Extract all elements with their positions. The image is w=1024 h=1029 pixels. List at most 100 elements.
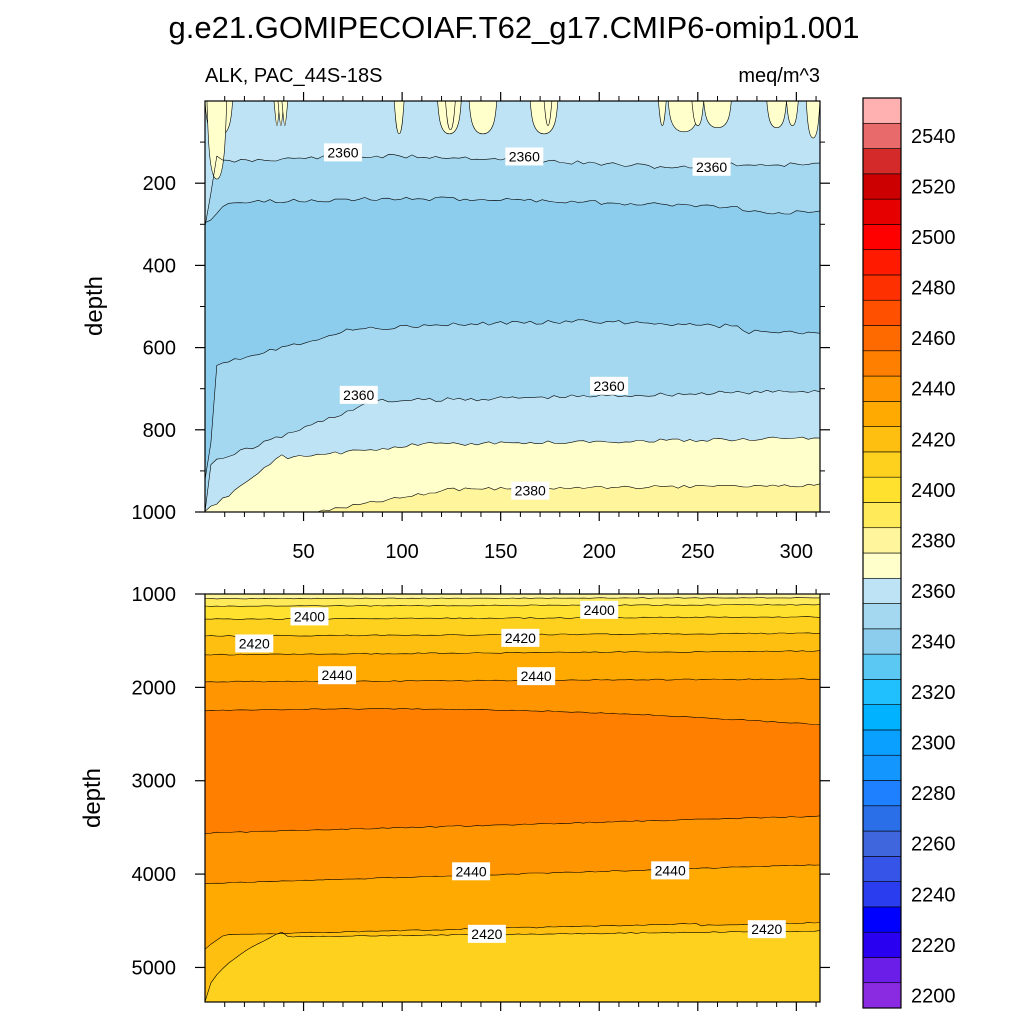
top-contour-label-text: 2360: [343, 387, 374, 403]
colorbar-label: 2340: [911, 631, 956, 653]
bottom-contour-label-text: 2420: [239, 635, 270, 651]
panel-top-subtitle-right: meq/m^3: [738, 65, 820, 87]
bottom-contour-label-text: 2400: [294, 608, 325, 624]
bottom-contour-label: 2440: [318, 666, 357, 685]
bottom-contour-label-text: 2440: [521, 668, 552, 684]
top-band-2350-lower: [205, 319, 820, 512]
top-surface-spike: [543, 100, 553, 126]
bottom-contour-label-text: 2420: [751, 921, 782, 937]
top-contour-label-bg: [511, 481, 550, 500]
top-surface-spike: [658, 100, 667, 126]
top-band-2350-upper: [205, 154, 820, 227]
colorbar-swatch: [862, 754, 902, 781]
colorbar-swatch: [862, 628, 902, 655]
bottom-contour-label-text: 2440: [321, 667, 352, 683]
figure-title: g.e21.GOMIPECOIAF.T62_g17.CMIP6-omip1.00…: [169, 10, 860, 45]
bottom-contour-label-text: 2440: [456, 863, 487, 879]
top-surface-spike: [393, 100, 405, 135]
bottom-band-2450: [205, 708, 820, 834]
bottom-contour-label: 2420: [747, 920, 786, 939]
bottom-contour-label-bg: [452, 862, 491, 881]
y-tick-label: 600: [143, 338, 176, 360]
top-contour-label: 2360: [323, 143, 362, 162]
colorbar-label: 2420: [911, 429, 956, 451]
bottom-contour-label-bg: [467, 924, 506, 943]
bottom-contour-label-bg: [580, 600, 619, 619]
colorbar-swatch: [862, 577, 902, 604]
colorbar-swatch: [862, 224, 902, 250]
x-tick-label: 50: [292, 541, 314, 563]
bottom-axis-ticks: 1000 2000 3000 4000 5000: [132, 584, 830, 1011]
bottom-contour-label: 2420: [235, 634, 274, 653]
bottom-contour-line: [204, 922, 821, 950]
colorbar-frame: [862, 97, 902, 1009]
top-contour-label: 2380: [511, 481, 550, 500]
colorbar-label: 2520: [911, 176, 956, 198]
colorbar-swatch: [862, 957, 902, 984]
colorbar-swatch: [862, 375, 902, 402]
x-tick-label: 200: [583, 541, 616, 563]
top-contour-line-2350b: [204, 389, 821, 513]
top-contour-label-text: 2360: [696, 159, 727, 175]
colorbar-label: 2360: [911, 581, 956, 603]
colorbar-label: 2200: [911, 985, 956, 1007]
panel-bottom: 2400 2400 2420 2420 2440 2440 2440 2440 2420 2420…: [79, 584, 830, 1011]
top-contour-label-bg: [339, 385, 378, 404]
bottom-contour-label: 2420: [467, 924, 506, 943]
bottom-contour-label: 2440: [452, 862, 491, 881]
colorbar-swatch: [862, 426, 902, 453]
bottom-contour-line: [204, 597, 820, 600]
colorbar-swatch: [862, 856, 902, 882]
top-contour-label-text: 2360: [594, 378, 625, 394]
bottom-contour-line: [204, 930, 821, 1002]
panel-top-ylabel: depth: [81, 276, 108, 336]
y-tick-label: 200: [143, 173, 176, 195]
top-contour-label-bg: [590, 376, 629, 395]
panel-top-subtitle-left: ALK, PAC_44S-18S: [205, 65, 383, 87]
bottom-contour-label-text: 2400: [584, 602, 615, 618]
top-contour-label: 2360: [590, 376, 629, 395]
bottom-band-2430-lower: [205, 864, 820, 950]
top-contour-label-bg: [323, 143, 362, 162]
colorbar-swatch: [862, 122, 902, 149]
top-surface-spike: [468, 100, 498, 135]
y-tick-label: 3000: [132, 771, 177, 793]
top-axis-ticks: 50 100 150 200 250 300 200 400 600 800 1000: [132, 92, 830, 563]
bottom-contour-line: [204, 604, 821, 607]
colorbar-swatch: [862, 173, 902, 200]
top-contour-label-text: 2380: [515, 483, 546, 499]
colorbar-swatch: [862, 299, 902, 326]
colorbar-swatch: [862, 982, 902, 1009]
y-tick-label: 800: [143, 420, 176, 442]
bottom-contour-label-bg: [290, 607, 329, 626]
colorbar-swatch: [862, 780, 902, 807]
colorbar-swatch: [862, 906, 902, 933]
colorbar-label: 2380: [911, 530, 956, 552]
bottom-contour-line: [204, 678, 821, 683]
colorbar-swatch: [862, 653, 902, 680]
colorbar-swatch: [862, 350, 902, 377]
bottom-band-2410: [205, 616, 820, 637]
bottom-contour-label-bg: [235, 634, 274, 653]
bottom-band-2390: [205, 597, 820, 607]
colorbar-swatch: [862, 729, 902, 756]
top-contour-labels: 2360 2360 2360 2360 2360 2380: [323, 143, 731, 500]
colorbar-label: 2240: [911, 884, 956, 906]
colorbar-swatch: [862, 198, 902, 225]
top-contour-label: 2360: [692, 157, 731, 176]
colorbar-swatch: [862, 704, 902, 731]
colorbar-swatch: [862, 679, 902, 705]
colorbar-swatch: [862, 603, 902, 630]
colorbar-label: 2480: [911, 278, 956, 300]
colorbar-swatch: [862, 476, 902, 503]
y-tick-label: 2000: [132, 677, 177, 699]
colorbar-label: 2280: [911, 783, 956, 805]
colorbar-swatch: [862, 148, 902, 175]
colorbar-label: 2460: [911, 328, 956, 350]
bottom-contour-label: 2400: [290, 607, 329, 626]
colorbar-swatch: [862, 805, 902, 832]
bottom-contour-label-bg: [318, 666, 357, 685]
colorbar-swatch: [862, 830, 902, 857]
panel-top: ALK, PAC_44S-18S meq/m^3 2360 2360 2360 236…: [81, 65, 830, 563]
